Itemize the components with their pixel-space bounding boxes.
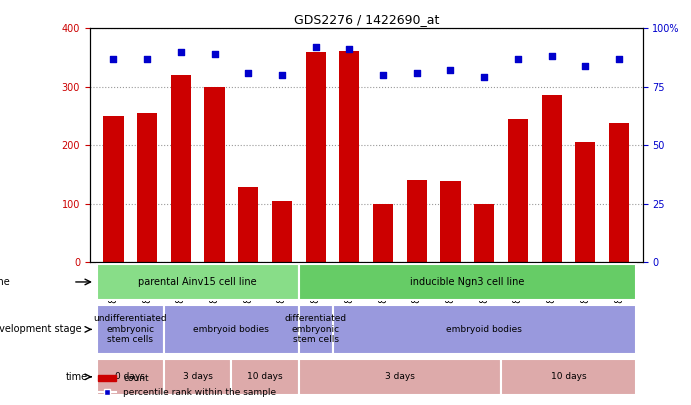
FancyBboxPatch shape [164, 359, 231, 395]
Text: development stage: development stage [0, 324, 88, 335]
FancyBboxPatch shape [299, 264, 636, 300]
Text: differentiated
embryonic
stem cells: differentiated embryonic stem cells [285, 315, 347, 344]
FancyBboxPatch shape [299, 359, 501, 395]
Text: inducible Ngn3 cell line: inducible Ngn3 cell line [410, 277, 524, 287]
Text: 3 days: 3 days [385, 372, 415, 382]
FancyBboxPatch shape [332, 305, 636, 354]
Text: parental Ainv15 cell line: parental Ainv15 cell line [138, 277, 257, 287]
Point [546, 53, 557, 60]
FancyBboxPatch shape [501, 359, 636, 395]
Text: embryoid bodies: embryoid bodies [446, 325, 522, 334]
Text: 10 days: 10 days [551, 372, 586, 382]
FancyBboxPatch shape [231, 359, 299, 395]
Text: embryoid bodies: embryoid bodies [193, 325, 269, 334]
Point [580, 62, 591, 69]
Point [614, 55, 625, 62]
Point [479, 74, 490, 81]
Point [377, 72, 388, 78]
Bar [238, 187, 258, 262]
FancyBboxPatch shape [97, 305, 164, 354]
Legend: count, percentile rank within the sample: count, percentile rank within the sample [95, 371, 280, 401]
Title: GDS2276 / 1422690_at: GDS2276 / 1422690_at [294, 13, 439, 26]
Point [513, 55, 524, 62]
Bar [542, 96, 562, 262]
Bar [373, 203, 393, 262]
Point [142, 55, 153, 62]
Text: 0 days: 0 days [115, 372, 145, 382]
Bar [407, 180, 427, 262]
FancyBboxPatch shape [97, 264, 299, 300]
Point [445, 67, 456, 74]
Bar [609, 123, 629, 262]
Bar [440, 181, 461, 262]
Bar [272, 200, 292, 262]
Text: cell line: cell line [0, 277, 10, 287]
Bar [339, 51, 359, 262]
FancyBboxPatch shape [299, 305, 332, 354]
Point [108, 55, 119, 62]
Point [176, 49, 187, 55]
Point [344, 46, 355, 53]
Bar [474, 203, 494, 262]
Bar [104, 116, 124, 262]
Bar [205, 87, 225, 262]
Point [243, 70, 254, 76]
Point [209, 51, 220, 57]
Point [310, 44, 321, 50]
Text: 10 days: 10 days [247, 372, 283, 382]
Bar [508, 119, 528, 262]
Text: time: time [66, 372, 88, 382]
FancyBboxPatch shape [97, 359, 164, 395]
Text: 3 days: 3 days [182, 372, 213, 382]
Bar [575, 142, 596, 262]
Text: undifferentiated
embryonic
stem cells: undifferentiated embryonic stem cells [93, 315, 167, 344]
Bar [305, 52, 325, 262]
Point [411, 70, 422, 76]
FancyBboxPatch shape [164, 305, 299, 354]
Bar [137, 113, 158, 262]
Bar [171, 75, 191, 262]
Point [276, 72, 287, 78]
